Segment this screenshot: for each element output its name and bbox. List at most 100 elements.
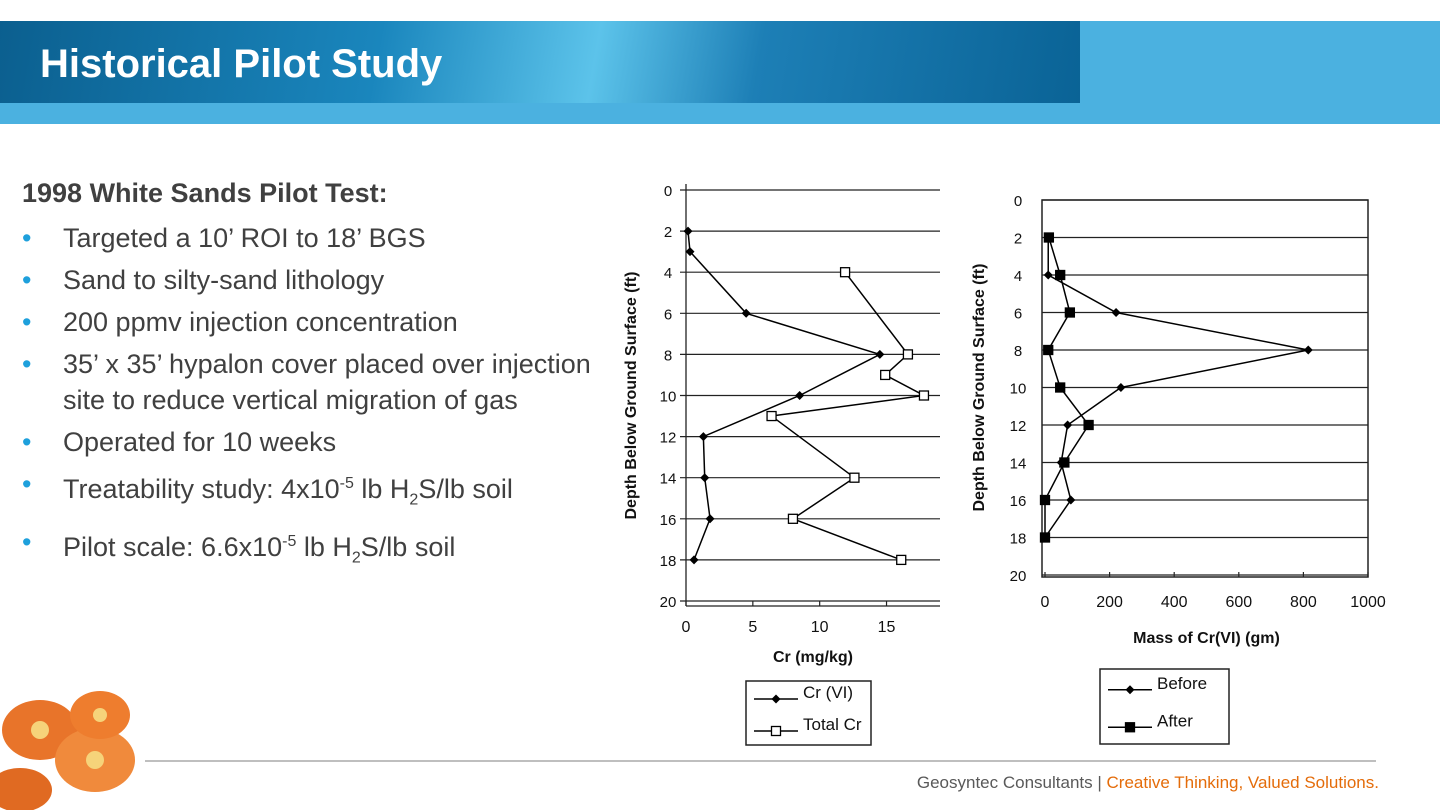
legend-box bbox=[1099, 668, 1230, 745]
footer: Geosyntec Consultants | Creative Thinkin… bbox=[917, 773, 1379, 793]
legend-marker bbox=[1125, 685, 1135, 695]
marker bbox=[918, 390, 930, 401]
bullet: Operated for 10 weeks bbox=[22, 424, 612, 460]
legend-box bbox=[745, 680, 872, 746]
bullet-text: Operated for 10 weeks bbox=[63, 427, 337, 457]
marker bbox=[1083, 419, 1094, 431]
marker bbox=[698, 432, 708, 442]
bullet-text: 35’ x 35’ hypalon cover placed over inje… bbox=[63, 349, 591, 415]
marker bbox=[1039, 532, 1051, 543]
x-tick-label: 1000 bbox=[1350, 594, 1386, 611]
slide-title: Historical Pilot Study bbox=[40, 42, 443, 86]
marker bbox=[1064, 307, 1076, 318]
bullet: Targeted a 10’ ROI to 18’ BGS bbox=[22, 220, 612, 256]
bullet-text: Treatability study: 4x10 bbox=[63, 474, 340, 504]
x-tick-label: 0 bbox=[682, 619, 691, 636]
marker bbox=[1063, 420, 1073, 430]
x-axis-label: Mass of Cr(VI) (gm) bbox=[1133, 630, 1280, 647]
legend-marker bbox=[770, 725, 782, 737]
bullet: Sand to silty-sand lithology bbox=[22, 262, 612, 298]
bullet: Pilot scale: 6.6x10-5 lb H2S/lb soil bbox=[22, 524, 612, 576]
bullet-text: Sand to silty-sand lithology bbox=[63, 265, 385, 295]
y-tick-label: 0 bbox=[1014, 193, 1022, 210]
y-tick-label: 12 bbox=[660, 430, 677, 447]
y-tick-label: 8 bbox=[664, 347, 672, 364]
y-tick-label: 20 bbox=[660, 594, 677, 611]
marker bbox=[1059, 457, 1070, 468]
x-tick-label: 0 bbox=[1041, 594, 1050, 611]
header-banner bbox=[0, 21, 1080, 103]
y-tick-label: 10 bbox=[660, 389, 677, 406]
bullet-text: S/lb soil bbox=[418, 474, 513, 504]
marker bbox=[875, 349, 885, 359]
y-tick-label: 2 bbox=[1014, 231, 1022, 248]
y-tick-label: 16 bbox=[1010, 493, 1027, 510]
marker bbox=[683, 226, 693, 236]
bullet-list: Targeted a 10’ ROI to 18’ BGS Sand to si… bbox=[22, 220, 612, 583]
marker bbox=[689, 555, 699, 565]
marker bbox=[705, 514, 715, 524]
bullet-text: lb H bbox=[353, 474, 410, 504]
bullet-text: lb H bbox=[296, 532, 352, 563]
y-tick-label: 14 bbox=[1010, 456, 1027, 473]
bullet-text: Targeted a 10’ ROI to 18’ BGS bbox=[63, 223, 426, 253]
y-tick-label: 20 bbox=[1010, 568, 1027, 585]
subscript: 2 bbox=[351, 549, 361, 567]
marker bbox=[1043, 344, 1054, 356]
x-tick-label: 5 bbox=[748, 619, 757, 636]
marker bbox=[902, 349, 914, 360]
legend-label: Total Cr bbox=[803, 715, 862, 734]
bullet-text: Pilot scale: 6.6x10 bbox=[63, 532, 283, 563]
marker bbox=[1111, 308, 1121, 317]
x-tick-label: 600 bbox=[1225, 594, 1252, 611]
y-tick-label: 18 bbox=[660, 553, 677, 570]
bullet-text: 200 ppmv injection concentration bbox=[63, 307, 458, 337]
y-tick-label: 6 bbox=[664, 306, 672, 323]
y-tick-label: 16 bbox=[660, 512, 677, 529]
marker bbox=[741, 308, 751, 318]
marker bbox=[1066, 495, 1076, 505]
marker bbox=[1043, 232, 1055, 243]
legend-label: After bbox=[1157, 711, 1193, 730]
y-tick-label: 2 bbox=[664, 224, 672, 241]
marker bbox=[1055, 269, 1066, 281]
marker bbox=[849, 472, 860, 483]
superscript: -5 bbox=[339, 475, 354, 492]
bullet: Treatability study: 4x10-5 lb H2S/lb soi… bbox=[22, 466, 612, 518]
marker bbox=[787, 513, 799, 524]
y-tick-label: 4 bbox=[1014, 268, 1022, 285]
x-tick-label: 10 bbox=[811, 619, 829, 636]
marker bbox=[839, 267, 851, 278]
bullet: 35’ x 35’ hypalon cover placed over inje… bbox=[22, 346, 612, 418]
legend-marker bbox=[1124, 722, 1136, 733]
y-tick-label: 10 bbox=[1010, 381, 1027, 398]
marker bbox=[1055, 382, 1066, 393]
legend-label: Before bbox=[1157, 674, 1207, 693]
marker bbox=[1043, 270, 1053, 280]
y-tick-label: 6 bbox=[1014, 306, 1022, 323]
marker bbox=[766, 410, 777, 422]
x-tick-label: 200 bbox=[1096, 594, 1123, 611]
marker bbox=[896, 554, 907, 566]
x-tick-label: 800 bbox=[1290, 594, 1317, 611]
marker bbox=[685, 247, 695, 257]
x-tick-label: 15 bbox=[878, 619, 896, 636]
bullet: 200 ppmv injection concentration bbox=[22, 304, 612, 340]
marker bbox=[1039, 494, 1051, 506]
x-axis-label: Cr (mg/kg) bbox=[773, 649, 853, 666]
marker bbox=[1116, 383, 1126, 392]
y-axis-label: Depth Below Ground Surface (ft) bbox=[623, 272, 640, 520]
legend-label: Cr (VI) bbox=[803, 683, 853, 702]
y-axis-label: Depth Below Ground Surface (ft) bbox=[971, 264, 988, 512]
plot-frame bbox=[1041, 199, 1369, 578]
y-tick-label: 18 bbox=[1010, 531, 1027, 548]
marker bbox=[795, 391, 805, 400]
x-tick-label: 400 bbox=[1161, 594, 1188, 611]
superscript: -5 bbox=[282, 533, 297, 551]
marker bbox=[700, 473, 710, 483]
subscript: 2 bbox=[409, 491, 419, 509]
marker bbox=[880, 369, 891, 381]
footer-company: Geosyntec Consultants | bbox=[916, 773, 1102, 792]
y-tick-label: 4 bbox=[664, 265, 672, 282]
